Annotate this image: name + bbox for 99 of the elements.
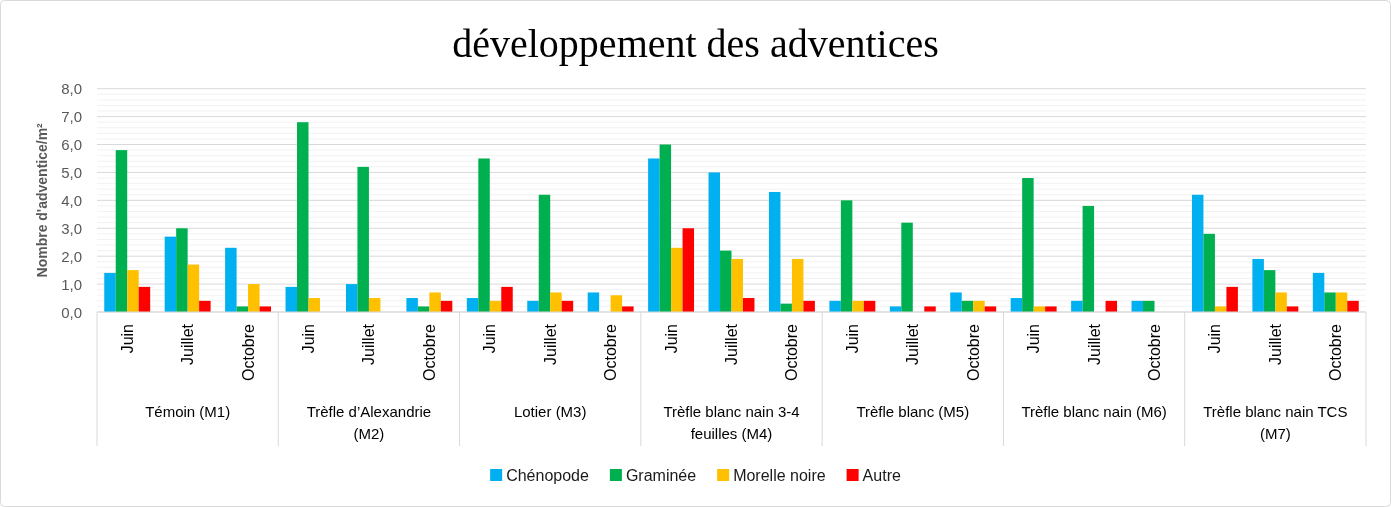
x-tick-label: Juin bbox=[843, 324, 861, 354]
bar bbox=[1143, 300, 1155, 312]
bar bbox=[768, 191, 781, 312]
y-tick-label: 8,0 bbox=[61, 80, 82, 98]
bar bbox=[840, 200, 853, 312]
text: Trèfle blanc nain TCS (M7) bbox=[1203, 403, 1348, 442]
bar bbox=[1347, 300, 1359, 312]
x-tick-label: Juin bbox=[481, 324, 499, 354]
x-tick-label: Octobre bbox=[420, 323, 438, 381]
bar bbox=[1263, 270, 1276, 312]
bar bbox=[538, 194, 551, 312]
x-tick-label: Juillet bbox=[723, 323, 740, 365]
legend-label: Graminée bbox=[625, 466, 697, 484]
bar bbox=[1191, 194, 1204, 312]
bar bbox=[829, 300, 841, 312]
bar bbox=[901, 222, 913, 312]
y-tick-label: 5,0 bbox=[61, 163, 82, 181]
bar bbox=[720, 250, 732, 312]
text: Trèfle blanc nain (M6) bbox=[1021, 403, 1167, 420]
bar bbox=[791, 258, 804, 312]
bar bbox=[1082, 205, 1095, 312]
x-tick-label: Octobre bbox=[783, 323, 801, 381]
bar bbox=[357, 166, 369, 312]
bar bbox=[550, 292, 562, 312]
y-tick-label: 3,0 bbox=[61, 219, 82, 237]
bar bbox=[1275, 292, 1287, 312]
bar bbox=[176, 228, 188, 312]
x-tick-label: Juillet bbox=[1266, 323, 1284, 365]
bar bbox=[127, 270, 139, 312]
legend-label: Morelle noire bbox=[733, 466, 826, 484]
x-tick-label: Juillet bbox=[904, 323, 922, 365]
bar bbox=[164, 236, 177, 312]
bar bbox=[199, 300, 211, 312]
bar bbox=[527, 300, 539, 312]
bar bbox=[803, 300, 815, 312]
text: Trèfle blanc nain 3-4 feuilles (M4) bbox=[663, 403, 800, 442]
bar bbox=[406, 298, 418, 312]
x-tick-label: Octobre bbox=[1327, 323, 1345, 381]
bar bbox=[1226, 286, 1238, 312]
bar bbox=[115, 150, 128, 312]
x-tick-label: Juin bbox=[1025, 324, 1043, 354]
bar bbox=[950, 292, 962, 312]
bar bbox=[671, 247, 683, 312]
text: Trèfle blanc (M5) bbox=[856, 403, 970, 420]
x-tick-label: Octobre bbox=[964, 323, 982, 381]
bar bbox=[1312, 272, 1325, 312]
bar bbox=[852, 300, 864, 312]
x-tick-label: Juin bbox=[118, 324, 136, 354]
y-tick-label: 2,0 bbox=[61, 247, 82, 265]
y-tick-label: 4,0 bbox=[61, 191, 82, 209]
text: Trèfle d’Alexandrie (M2) bbox=[306, 403, 432, 442]
y-tick-label: 0,0 bbox=[61, 303, 82, 321]
bar bbox=[973, 300, 985, 312]
bar bbox=[1071, 300, 1083, 312]
bar bbox=[924, 306, 936, 312]
bar bbox=[187, 264, 200, 312]
bar bbox=[659, 144, 672, 312]
y-tick-label: 1,0 bbox=[61, 275, 82, 293]
bar bbox=[610, 295, 623, 312]
bar bbox=[478, 158, 490, 312]
bar bbox=[1335, 292, 1348, 312]
bar bbox=[345, 284, 358, 312]
bar bbox=[1252, 258, 1264, 312]
bar bbox=[587, 292, 600, 312]
y-tick-label: 6,0 bbox=[61, 136, 82, 154]
bar bbox=[1324, 292, 1336, 312]
bar bbox=[225, 247, 237, 312]
bar bbox=[248, 284, 260, 312]
bar bbox=[1203, 233, 1215, 312]
x-tick-label: Juillet bbox=[541, 323, 559, 365]
bar bbox=[138, 286, 151, 312]
bar bbox=[285, 286, 298, 312]
x-tick-label: Juillet bbox=[179, 323, 197, 365]
x-tick-label: Juin bbox=[662, 324, 680, 354]
legend-label: Autre bbox=[862, 466, 901, 484]
legend-label: Chénopode bbox=[506, 466, 589, 484]
bar bbox=[682, 228, 695, 312]
bar bbox=[297, 122, 309, 312]
bar bbox=[1045, 306, 1057, 312]
text: Témoin (M1) bbox=[145, 403, 231, 420]
bar bbox=[429, 292, 441, 312]
chart-title: développement des adventices bbox=[452, 21, 939, 66]
bar bbox=[1022, 178, 1034, 312]
x-tick-label: Octobre bbox=[1146, 323, 1163, 381]
y-axis-title: Nombre d'adventice/m² bbox=[34, 122, 50, 278]
bar bbox=[731, 258, 743, 312]
text: Lotier (M3) bbox=[513, 403, 587, 420]
bar bbox=[501, 286, 513, 312]
bar bbox=[104, 272, 116, 312]
x-tick-label: Juillet bbox=[360, 323, 378, 365]
bar bbox=[622, 306, 634, 312]
bar bbox=[648, 158, 660, 312]
bar bbox=[708, 172, 721, 312]
x-tick-label: Juin bbox=[300, 324, 317, 354]
x-tick-label: Juin bbox=[1206, 324, 1224, 354]
y-tick-label: 7,0 bbox=[61, 108, 82, 126]
x-tick-label: Juillet bbox=[1085, 323, 1103, 365]
x-tick-label: Octobre bbox=[602, 323, 620, 381]
x-tick-label: Octobre bbox=[239, 323, 257, 381]
